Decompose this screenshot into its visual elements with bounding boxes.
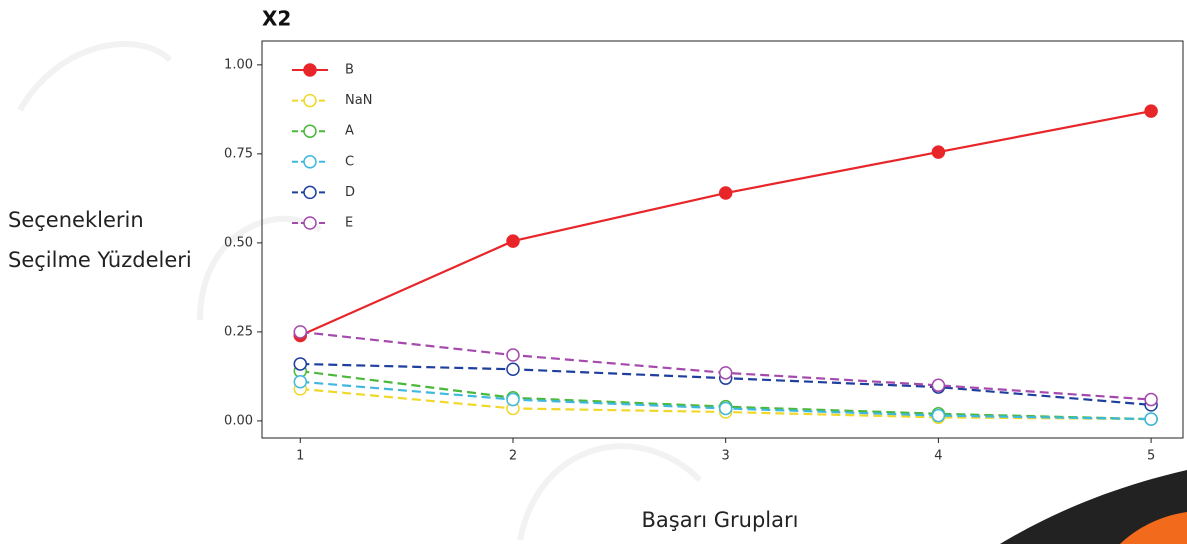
point (506, 234, 520, 248)
point (506, 348, 520, 362)
background-decoration (17, 41, 703, 541)
point (506, 362, 520, 377)
x-tick-label: 2 (509, 449, 517, 464)
legend-label: C (345, 154, 354, 169)
point (1144, 392, 1158, 407)
x-tick-label: 4 (934, 449, 942, 464)
legend-marker (303, 216, 317, 230)
point (293, 357, 308, 371)
x-tick-label: 3 (722, 449, 730, 464)
legend-marker (303, 63, 317, 77)
x-axis-label: Başarı Grupları (641, 508, 799, 532)
legend-marker (303, 155, 317, 169)
legend-label: B (345, 63, 354, 78)
legend-label: E (345, 216, 353, 231)
series-line (300, 330, 1152, 401)
point (931, 378, 946, 393)
point (1144, 104, 1158, 118)
point (506, 392, 520, 407)
point (718, 186, 733, 200)
logo-shape (1000, 470, 1187, 544)
legend-marker (303, 185, 317, 200)
x-tick-label: 1 (296, 449, 304, 464)
legend-label: NaN (345, 93, 372, 108)
point (718, 401, 733, 416)
legend-label: D (345, 185, 355, 200)
legend-label: A (345, 124, 354, 139)
point (293, 325, 308, 339)
y-tick-label: 0.00 (224, 413, 253, 428)
legend-marker (303, 93, 317, 108)
y-tick-label: 0.75 (224, 146, 253, 161)
point (931, 145, 946, 159)
logo-accent (1120, 512, 1187, 544)
plot-frame (261, 40, 1184, 439)
x-tick-label: 5 (1147, 449, 1155, 464)
point (931, 408, 946, 423)
legend-marker (303, 124, 317, 138)
point (1144, 412, 1158, 426)
chart-title: X2 (262, 7, 291, 31)
y-tick-label: 0.25 (224, 324, 253, 339)
series-line (299, 110, 1152, 337)
point (293, 374, 308, 389)
y-tick-label: 0.50 (224, 235, 253, 250)
y-tick-label: 1.00 (224, 57, 253, 72)
y-axis-label: Seçeneklerin Seçilme Yüzdeleri (8, 208, 192, 272)
point (718, 366, 733, 380)
